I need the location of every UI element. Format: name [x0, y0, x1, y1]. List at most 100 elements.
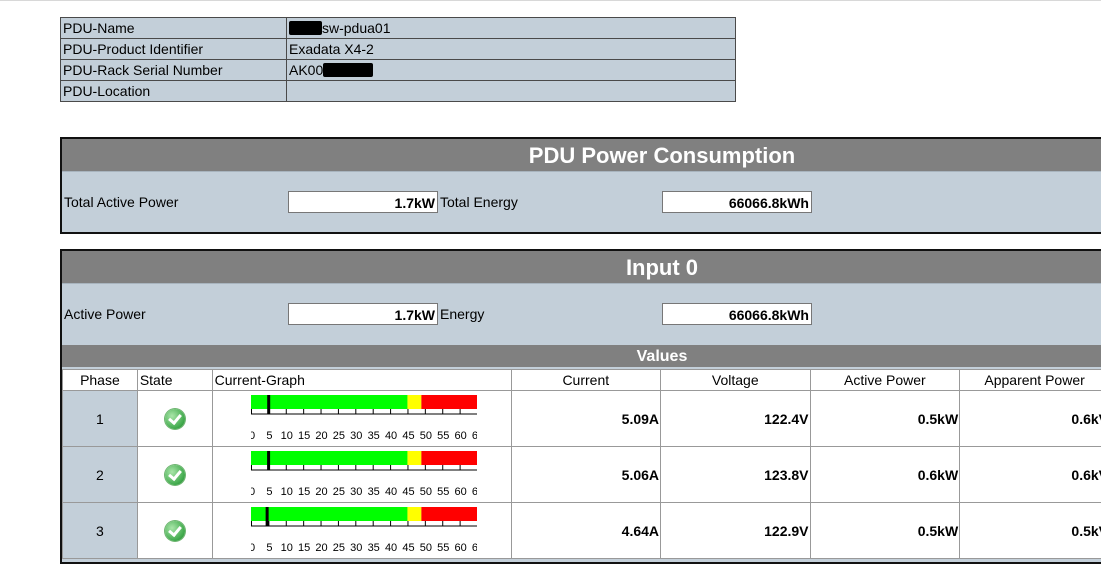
ok-check-icon [164, 464, 185, 485]
current-gauge: 05 10 15 20 25 30 35 40 45 50 55 60 65 [250, 395, 477, 442]
info-row-location: PDU-Location [60, 80, 736, 102]
gauge-tick-label: 60 [454, 430, 466, 442]
voltage-value: 122.9V [660, 502, 811, 559]
voltage-value: 122.4V [660, 390, 811, 447]
gauge-current-marker [266, 395, 270, 414]
current-gauge: 05 10 15 20 25 30 35 40 45 50 55 60 65 [250, 451, 477, 498]
gauge-tick-label: 15 [298, 430, 310, 442]
gauge-tick-label: 60 [454, 542, 466, 554]
gauge-tick-label: 35 [367, 542, 379, 554]
voltage-value: 123.8V [660, 446, 811, 503]
gauge-tick-label: 5 [266, 542, 272, 554]
consumption-title: PDU Power Consumption [528, 143, 796, 168]
phase-values-table: Phase State Current-Graph Current Voltag… [62, 369, 1101, 559]
total-active-power-value: 1.7kW [288, 191, 438, 213]
gauge-green-zone [250, 507, 408, 521]
gauge-green-zone [250, 451, 408, 465]
gauge-current-marker [266, 451, 270, 470]
gauge-red-zone [420, 395, 477, 409]
info-row-product: PDU-Product Identifier Exadata X4-2 [60, 38, 736, 60]
gauge-tick-label: 55 [437, 486, 449, 498]
col-current: Current [510, 369, 662, 391]
pdu-info-table: PDU-Name sw-pdua01 PDU-Product Identifie… [60, 17, 736, 102]
gauge-tick-label: 15 [298, 486, 310, 498]
pdu-name-label: PDU-Name [60, 17, 287, 39]
gauge-tick-label: 30 [350, 486, 362, 498]
gauge-tick-label: 45 [402, 486, 414, 498]
table-row: 3 05 10 15 20 25 30 35 40 45 50 55 60 65 4.64A 122.9… [62, 502, 1101, 559]
col-state: State [136, 369, 213, 391]
gauge-tick-label: 45 [402, 430, 414, 442]
table-row: 1 05 10 15 20 25 30 35 40 45 50 55 60 65 5.09A 122.4… [62, 390, 1101, 447]
current-value: 5.06A [510, 446, 662, 503]
active-power-label: Active Power [64, 306, 146, 322]
gauge-tick-label: 20 [315, 542, 327, 554]
gauge-tick-label: 35 [367, 486, 379, 498]
input-power-row: Active Power 1.7kW Energy 66066.8kWh [62, 303, 1101, 325]
col-phase: Phase [62, 369, 138, 391]
gauge-red-zone [420, 451, 477, 465]
pdu-product-value: Exadata X4-2 [286, 38, 736, 60]
gauge-tick-label: 50 [419, 486, 431, 498]
redaction-bar [323, 63, 374, 77]
consumption-header: PDU Power Consumption [62, 139, 1101, 171]
gauge-tick-label: 25 [332, 430, 344, 442]
gauge-tick-label: 0 [251, 430, 255, 442]
pdu-location-label: PDU-Location [60, 80, 287, 102]
gauge-yellow-zone [407, 451, 421, 465]
gauge-tick-label: 10 [280, 430, 292, 442]
pdu-serial-label: PDU-Rack Serial Number [60, 59, 287, 81]
table-row: 2 05 10 15 20 25 30 35 40 45 50 55 60 65 5.06A 123.8… [62, 446, 1101, 503]
gauge-tick-label: 20 [315, 430, 327, 442]
gauge-tick-label: 25 [332, 542, 344, 554]
pdu-serial-value: AK00 [286, 59, 736, 81]
energy-label: Energy [440, 306, 485, 322]
info-row-serial: PDU-Rack Serial Number AK00 [60, 59, 736, 81]
ok-check-icon [164, 408, 185, 429]
gauge-tick-label: 25 [332, 486, 344, 498]
gauge-red-zone [420, 507, 477, 521]
input-header: Input 0 [62, 251, 1101, 283]
gauge-tick-label: 55 [437, 430, 449, 442]
col-current-graph: Current-Graph [211, 369, 512, 391]
power-consumption-panel: PDU Power Consumption Total Active Power… [60, 137, 1101, 234]
total-active-power-label: Total Active Power [64, 194, 179, 210]
phase-number: 3 [62, 502, 138, 559]
gauge-yellow-zone [407, 507, 421, 521]
input-title: Input 0 [625, 255, 699, 280]
current-value: 4.64A [510, 502, 662, 559]
col-active-power: Active Power [809, 369, 961, 391]
total-energy-value: 66066.8kWh [662, 191, 812, 213]
gauge-tick-label: 0 [251, 486, 255, 498]
gauge-tick-label: 65 [472, 542, 477, 554]
pdu-name-value: sw-pdua01 [286, 17, 736, 39]
gauge-tick-label: 65 [472, 486, 477, 498]
gauge-tick-label: 40 [385, 486, 397, 498]
gauge-tick-label: 40 [385, 430, 397, 442]
gauge-tick-label: 40 [385, 542, 397, 554]
gauge-tick-label: 65 [472, 430, 477, 442]
values-title: Values [636, 348, 688, 365]
state-cell [136, 390, 213, 447]
apparent-power-value: 0.6kV [959, 390, 1101, 447]
gauge-tick-label: 55 [437, 542, 449, 554]
gauge-tick-label: 30 [350, 542, 362, 554]
apparent-power-value: 0.6kV [959, 446, 1101, 503]
values-header-row: Phase State Current-Graph Current Voltag… [62, 369, 1101, 391]
current-value: 5.09A [510, 390, 662, 447]
state-cell [136, 446, 213, 503]
pdu-location-value [286, 80, 736, 102]
current-gauge: 05 10 15 20 25 30 35 40 45 50 55 60 65 [250, 507, 477, 554]
gauge-tick-label: 50 [419, 542, 431, 554]
ok-check-icon [164, 520, 185, 541]
gauge-tick-label: 45 [402, 542, 414, 554]
consumption-row: Total Active Power 1.7kW Total Energy 66… [62, 191, 1101, 213]
current-graph-cell: 05 10 15 20 25 30 35 40 45 50 55 60 65 [211, 502, 512, 559]
info-row-name: PDU-Name sw-pdua01 [60, 17, 736, 39]
gauge-tick-label: 30 [350, 430, 362, 442]
gauge-tick-label: 20 [315, 486, 327, 498]
current-graph-cell: 05 10 15 20 25 30 35 40 45 50 55 60 65 [211, 446, 512, 503]
state-cell [136, 502, 213, 559]
input-panel: Input 0 Active Power 1.7kW Energy 66066.… [60, 249, 1101, 564]
col-apparent-power: Apparent Power [959, 369, 1101, 391]
